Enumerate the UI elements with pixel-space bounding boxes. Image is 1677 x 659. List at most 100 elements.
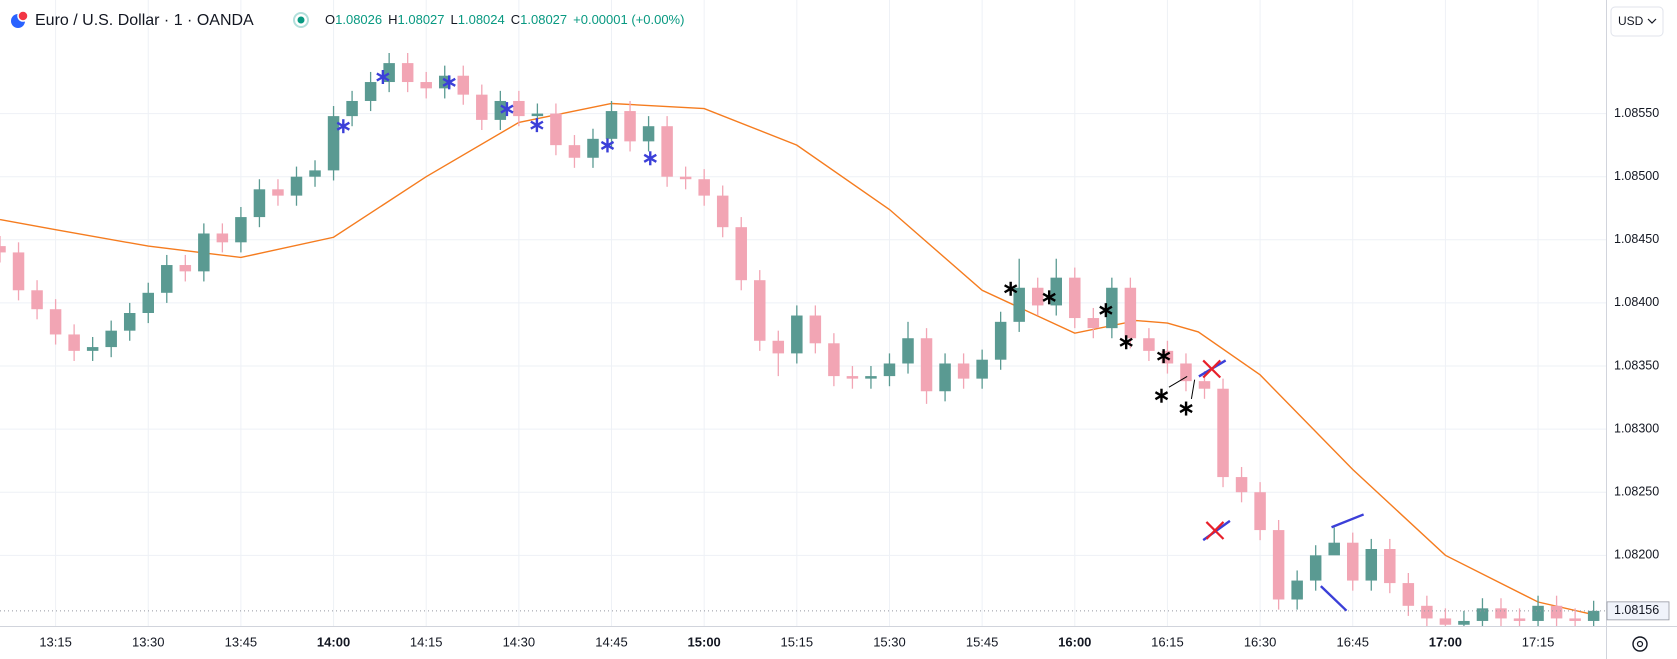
candle-body (828, 343, 840, 377)
candle-body (1031, 287, 1044, 306)
y-tick-label: 1.08500 (1614, 169, 1659, 183)
chevron (1647, 18, 1657, 24)
candle-body (1272, 530, 1285, 600)
currency-button-box[interactable] (1610, 6, 1664, 37)
candle-body (290, 176, 303, 196)
candle-body (1217, 388, 1229, 478)
candle-body (735, 227, 747, 281)
annotations (336, 70, 1365, 612)
settings-icon (1636, 640, 1644, 648)
ohlc-value: 1.08027 (398, 12, 445, 27)
ohlc-value: 1.08026 (335, 12, 382, 27)
asterisk-stroke (530, 120, 544, 130)
candle-body (309, 170, 321, 177)
plot-area (0, 53, 1606, 626)
candle-body (161, 265, 173, 293)
candle-body (883, 363, 896, 377)
last-price-box (1606, 601, 1670, 621)
candle-body (605, 111, 618, 139)
settings-button[interactable] (1632, 636, 1648, 652)
candle-body (327, 116, 340, 171)
candle-body (216, 233, 229, 243)
y-tick-label: 1.08400 (1614, 295, 1659, 309)
x-tick-label: 13:15 (39, 634, 72, 649)
x-tick-label: 17:15 (1522, 634, 1555, 649)
grid (0, 0, 1606, 626)
asterisk-stroke (1119, 337, 1133, 347)
asterisk-stroke (376, 72, 390, 82)
x-tick-label: 14:15 (410, 634, 443, 649)
y-tick-label: 1.08300 (1614, 421, 1659, 435)
candle-body (12, 252, 25, 291)
x-tick-label: 15:00 (688, 634, 721, 649)
x-tick-label: 16:45 (1336, 634, 1369, 649)
candle-body (68, 334, 80, 351)
annotation-line (1202, 359, 1222, 379)
candle-body (754, 280, 766, 341)
symbol-header: Euro / U.S. Dollar · 1 · OANDA O1.08026 H… (11, 10, 684, 29)
asterisk-stroke (1179, 404, 1193, 414)
ohlc-value: 1.08027 (520, 12, 567, 27)
x-tick-label: 15:30 (873, 634, 906, 649)
symbol-title[interactable]: Euro / U.S. Dollar · 1 · OANDA (35, 12, 254, 29)
asterisk-stroke (643, 153, 657, 163)
candle-body (123, 313, 136, 331)
candle-body (550, 113, 562, 146)
candle-body (1476, 608, 1489, 621)
candle-body (272, 189, 284, 196)
candle-body (49, 309, 62, 335)
candle-body (1143, 338, 1155, 351)
candle-body (1513, 618, 1526, 621)
candle-body (179, 265, 192, 272)
y-tick-label: 1.08450 (1614, 232, 1659, 246)
x-tick-label: 13:45 (225, 634, 258, 649)
last-price-label: 1.08156 (1614, 603, 1659, 617)
settings-icon[interactable] (1632, 636, 1648, 652)
x-tick-label: 14:00 (317, 634, 350, 649)
candle-body (494, 100, 507, 120)
candle-body (198, 233, 210, 272)
candle-body (1198, 381, 1211, 389)
y-tick-label: 1.08550 (1614, 106, 1659, 120)
currency-button[interactable]: USD (1610, 6, 1664, 37)
asterisk-stroke (336, 121, 350, 131)
candle-body (1087, 318, 1100, 329)
ohlc-value: 1.08024 (458, 12, 505, 27)
x-tick-label: 13:30 (132, 634, 165, 649)
candle-body (1421, 605, 1433, 619)
asterisk-stroke (1004, 284, 1018, 294)
candle-body (1050, 277, 1062, 306)
candle-body (86, 347, 99, 351)
candle-body (809, 315, 822, 344)
candle-body (457, 75, 470, 95)
ohlc-key: L (451, 12, 458, 27)
candle-body (1569, 618, 1581, 621)
currency-label[interactable]: USD (1618, 14, 1644, 28)
candle-body (772, 340, 785, 354)
candle-body (31, 290, 43, 310)
candle-body (0, 246, 6, 253)
y-tick-label: 1.08350 (1614, 358, 1659, 372)
candle-body (476, 94, 488, 120)
candle-body (420, 82, 432, 89)
ohlc-key: H (388, 12, 397, 27)
x-tick-label: 16:00 (1058, 634, 1091, 649)
candle-body (1069, 277, 1081, 319)
x-tick-label: 17:00 (1429, 634, 1462, 649)
candle-body (105, 330, 117, 348)
candle-body (939, 363, 951, 392)
y-tick-label: 1.08250 (1614, 485, 1659, 499)
x-tick-label: 16:15 (1151, 634, 1184, 649)
candle-body (1550, 605, 1563, 619)
candle-body (994, 321, 1007, 360)
moving-average-line (0, 102, 1594, 616)
ohlc-values: O1.08026 H1.08027 L1.08024 C1.08027 +0.00001… (325, 12, 684, 27)
asterisk-stroke (1042, 292, 1056, 302)
candle-body (846, 376, 859, 379)
candle-body (568, 145, 581, 158)
candle-body (364, 82, 377, 101)
candle-body (791, 315, 803, 354)
candle-body (1180, 363, 1192, 382)
candle-body (383, 63, 395, 83)
